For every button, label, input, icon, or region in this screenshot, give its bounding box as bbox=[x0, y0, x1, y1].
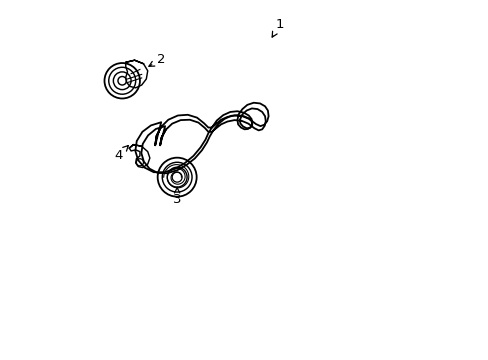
Text: 3: 3 bbox=[173, 187, 181, 206]
Text: 1: 1 bbox=[272, 18, 284, 37]
Text: 2: 2 bbox=[149, 53, 165, 66]
Text: 4: 4 bbox=[114, 145, 128, 162]
